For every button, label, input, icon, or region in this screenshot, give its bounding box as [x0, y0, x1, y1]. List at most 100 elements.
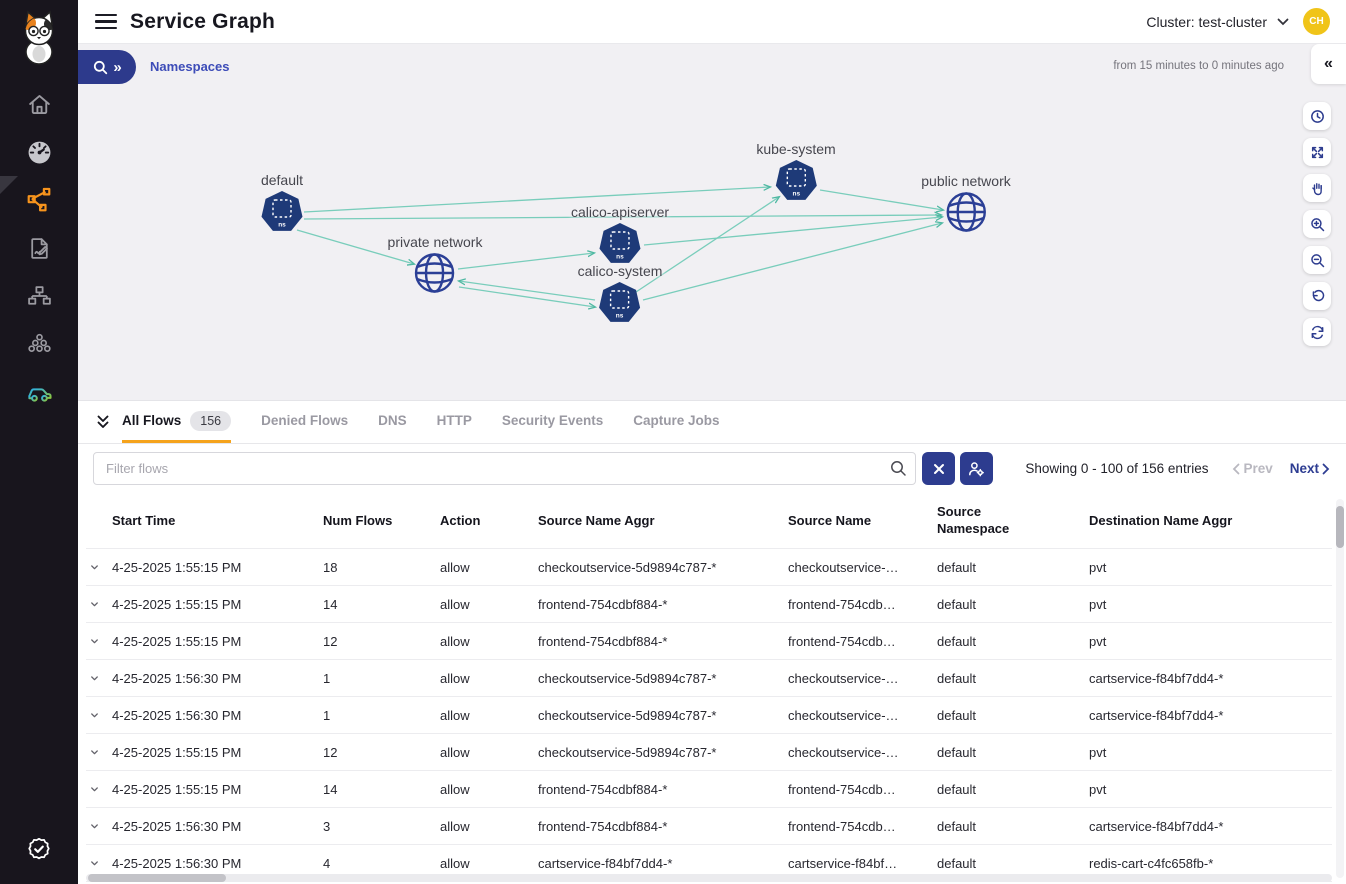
collapse-panel-button[interactable]: « [1311, 44, 1346, 84]
undo-icon [1312, 289, 1324, 301]
cell-source-name: checkoutservice-… [788, 744, 899, 760]
table-row[interactable]: 4-25-2025 1:56:30 PM 1 allow checkoutser… [86, 660, 1332, 697]
sidebar-item-dashboard[interactable] [0, 137, 78, 167]
sidebar-item-compliance[interactable] [0, 376, 78, 406]
cell-source-namespace: default [937, 670, 977, 686]
filter-flows-input[interactable] [93, 452, 916, 485]
clear-filter-button[interactable] [922, 452, 955, 485]
user-avatar[interactable]: CH [1303, 8, 1330, 35]
chevron-down-icon [91, 601, 98, 606]
calico-cat-logo[interactable] [17, 8, 61, 71]
cluster-selector[interactable]: Cluster: test-cluster [1146, 14, 1289, 30]
top-bar: Service Graph Cluster: test-cluster CH [78, 0, 1346, 44]
cell-source-namespace: default [937, 559, 977, 575]
sidebar-item-home[interactable] [0, 89, 78, 119]
table-row[interactable]: 4-25-2025 1:55:15 PM 12 allow frontend-7… [86, 623, 1332, 660]
table-row[interactable]: 4-25-2025 1:55:15 PM 14 allow frontend-7… [86, 586, 1332, 623]
graph-node-public-network[interactable]: public network [921, 173, 1011, 233]
next-page-button[interactable]: Next [1290, 461, 1330, 476]
col-source-name-aggr[interactable]: Source Name Aggr [538, 513, 655, 528]
fit-screen-button[interactable] [1303, 138, 1331, 166]
tab-dns[interactable]: DNS [378, 413, 407, 428]
column-settings-button[interactable] [960, 452, 993, 485]
cell-num-flows: 3 [323, 818, 331, 834]
sidebar-item-service-graph[interactable] [0, 185, 78, 215]
time-range-label: from 15 minutes to 0 minutes ago [1113, 60, 1284, 72]
pan-mode-button[interactable] [1303, 174, 1331, 202]
chevron-down-icon [91, 638, 98, 643]
expand-row-chevron[interactable] [86, 746, 112, 759]
ns-badge: ns [278, 222, 286, 229]
cell-num-flows: 1 [323, 707, 331, 723]
graph-search-pill[interactable]: » [78, 50, 136, 84]
cell-start-time: 4-25-2025 1:55:15 PM [112, 633, 242, 649]
collapse-flows-icon[interactable] [94, 413, 112, 431]
expand-row-chevron[interactable] [86, 635, 112, 648]
graph-node-calico-apiserver[interactable]: calico-apiserver ns [571, 204, 669, 264]
network-globe-icon [415, 253, 455, 293]
vertical-scrollbar [1336, 499, 1344, 878]
breadcrumb[interactable]: Namespaces [150, 59, 230, 74]
zoom-out-icon [1310, 253, 1324, 267]
expand-row-chevron[interactable] [86, 820, 112, 833]
time-settings-button[interactable] [1303, 102, 1331, 130]
table-row[interactable]: 4-25-2025 1:56:30 PM 1 allow checkoutser… [86, 697, 1332, 734]
expand-row-chevron[interactable] [86, 672, 112, 685]
cell-source-namespace: default [937, 633, 977, 649]
chevron-down-icon [91, 823, 98, 828]
sidebar [0, 0, 78, 884]
expand-row-chevron[interactable] [86, 709, 112, 722]
refresh-button[interactable] [1303, 318, 1331, 346]
col-source-namespace[interactable]: Source Namespace [937, 504, 1010, 536]
table-row[interactable]: 4-25-2025 1:55:15 PM 14 allow frontend-7… [86, 771, 1332, 808]
expand-row-chevron[interactable] [86, 857, 112, 870]
service-graph-canvas[interactable]: default ns private network calico-apiser… [78, 90, 1346, 400]
compliance-car-icon [27, 387, 52, 402]
expand-row-chevron[interactable] [86, 783, 112, 796]
sidebar-item-reports[interactable] [0, 233, 78, 263]
tab-denied-flows[interactable]: Denied Flows [261, 413, 349, 428]
reset-view-button[interactable] [1303, 282, 1331, 310]
cluster-selector-label: Cluster: test-cluster [1146, 13, 1267, 30]
col-destination-name-aggr[interactable]: Destination Name Aggr [1089, 513, 1233, 528]
expand-row-chevron[interactable] [86, 561, 112, 574]
filter-row: Showing 0 - 100 of 156 entries Prev Next [78, 444, 1346, 493]
vertical-scrollbar-thumb[interactable] [1336, 506, 1344, 548]
horizontal-scrollbar-thumb[interactable] [88, 874, 226, 882]
expand-icon [1311, 146, 1323, 158]
expand-row-chevron[interactable] [86, 598, 112, 611]
tab-all-flows[interactable]: All Flows 156 [122, 401, 232, 443]
cell-source-name-aggr: frontend-754cdbf884-* [538, 633, 668, 649]
tab-http[interactable]: HTTP [436, 413, 472, 428]
tab-security-events[interactable]: Security Events [501, 413, 604, 428]
tab-capture-jobs[interactable]: Capture Jobs [633, 413, 720, 428]
chevron-left-icon [1233, 463, 1240, 474]
node-label: private network [387, 234, 483, 250]
ns-badge: ns [792, 191, 800, 198]
chevron-down-icon [91, 786, 98, 791]
sidebar-item-certificate[interactable] [0, 834, 78, 864]
graph-node-default[interactable]: default ns [260, 172, 304, 232]
col-action[interactable]: Action [440, 513, 481, 528]
col-num-flows[interactable]: Num Flows [323, 513, 393, 528]
menu-toggle-icon[interactable] [95, 13, 117, 30]
table-row[interactable]: 4-25-2025 1:55:15 PM 18 allow checkoutse… [86, 549, 1332, 586]
graph-node-calico-system[interactable]: calico-system ns [578, 263, 662, 323]
prev-page-button[interactable]: Prev [1232, 461, 1273, 476]
graph-node-kube-system[interactable]: kube-system ns [756, 141, 836, 201]
sidebar-item-clusters[interactable] [0, 329, 78, 359]
table-row[interactable]: 4-25-2025 1:55:15 PM 12 allow checkoutse… [86, 734, 1332, 771]
cell-destination-name-aggr: pvt [1089, 633, 1107, 649]
flows-table-header: Start Time Num Flows Action Source Name … [86, 493, 1332, 549]
table-row[interactable]: 4-25-2025 1:56:30 PM 3 allow frontend-75… [86, 808, 1332, 845]
zoom-out-button[interactable] [1303, 246, 1331, 274]
graph-edges [296, 90, 1346, 400]
cell-source-name: frontend-754cdb… [788, 633, 896, 649]
cell-source-name-aggr: checkoutservice-5d9894c787-* [538, 559, 717, 575]
zoom-in-button[interactable] [1303, 210, 1331, 238]
flows-panel: All Flows 156 Denied Flows DNS HTTP Secu… [78, 400, 1346, 884]
graph-node-private-network[interactable]: private network [387, 234, 483, 294]
sidebar-item-network-sets[interactable] [0, 281, 78, 311]
col-source-name[interactable]: Source Name [788, 513, 872, 528]
col-start-time[interactable]: Start Time [112, 513, 176, 528]
